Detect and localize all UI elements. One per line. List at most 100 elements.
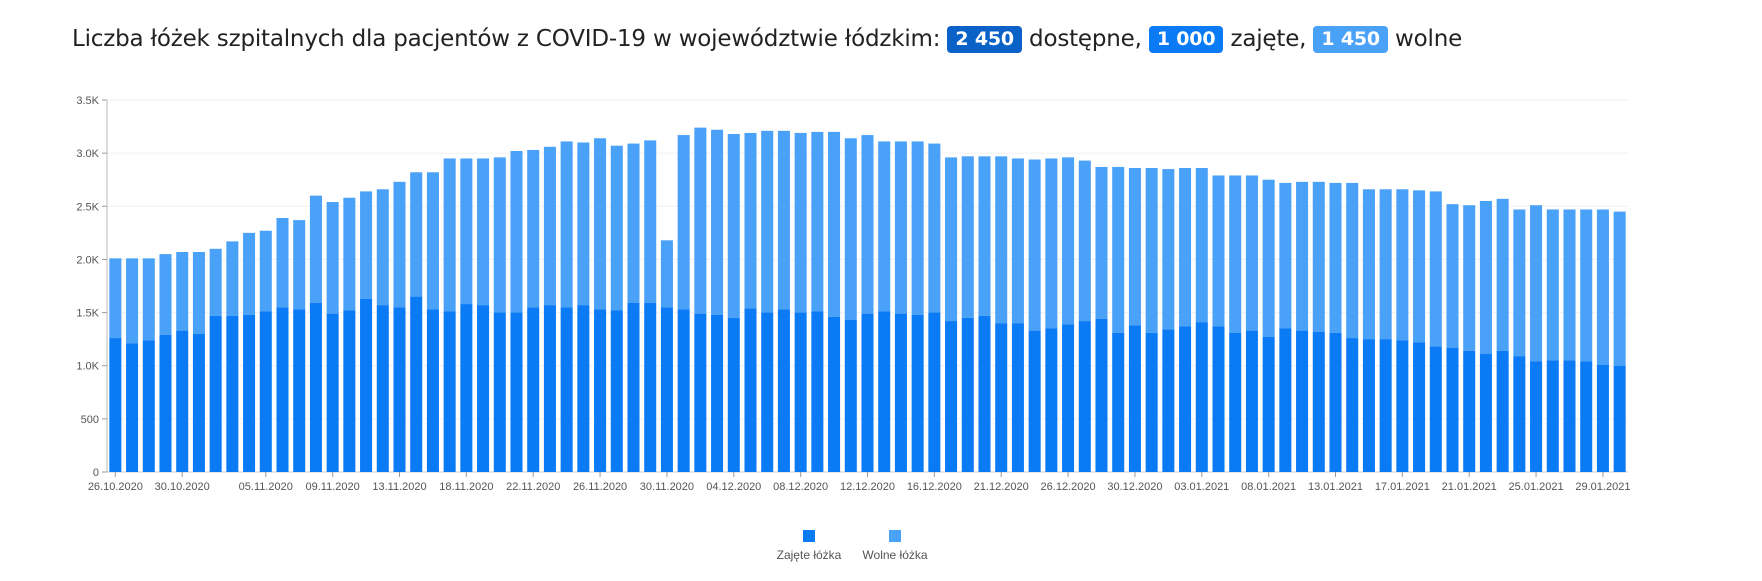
bar-free	[1513, 209, 1526, 357]
bar-free	[1095, 166, 1108, 319]
bar-free	[1296, 181, 1309, 331]
bar-free	[360, 191, 373, 299]
free-beds-badge: 1 450	[1313, 26, 1388, 53]
x-tick-label: 21.12.2020	[974, 481, 1029, 493]
bar-occupied	[426, 309, 439, 472]
bar-occupied	[243, 314, 256, 472]
y-tick-label: 2.0K	[76, 254, 99, 266]
bar-free	[1011, 158, 1024, 324]
x-tick-label: 08.01.2021	[1241, 481, 1296, 493]
bar-free	[794, 132, 807, 313]
bar-occupied	[192, 333, 205, 472]
bar-free	[828, 131, 841, 317]
bar-occupied	[1546, 360, 1559, 472]
bar-occupied	[1062, 324, 1075, 472]
bar-occupied	[1112, 332, 1125, 472]
bar-occupied	[1446, 347, 1459, 472]
bar-free	[911, 141, 924, 315]
bar-free	[978, 156, 991, 316]
bar-occupied	[894, 313, 907, 472]
title-prefix: Liczba łóżek szpitalnych dla pacjentów z…	[72, 26, 941, 52]
bar-occupied	[878, 311, 891, 472]
bar-free	[1128, 168, 1141, 326]
bar-occupied	[711, 314, 724, 472]
bar-occupied	[978, 315, 991, 472]
bar-free	[644, 140, 657, 304]
bar-free	[861, 135, 874, 314]
bar-occupied	[1095, 318, 1108, 472]
x-tick-label: 05.11.2020	[239, 481, 293, 493]
bar-occupied	[1379, 339, 1392, 472]
bar-occupied	[644, 303, 657, 472]
bar-occupied	[1028, 330, 1041, 472]
bar-occupied	[109, 338, 122, 472]
bar-occupied	[393, 307, 406, 472]
bar-occupied	[1513, 356, 1526, 472]
x-tick-label: 26.11.2020	[573, 481, 627, 493]
axes: 0 500 1.0K 1.5K 2.0K 2.5K 3.0K 3.5K 26.10.2020 30…	[76, 95, 1630, 493]
bar-occupied	[610, 310, 623, 472]
bar-occupied	[226, 315, 239, 472]
bar-free	[1379, 189, 1392, 340]
bar-free	[192, 251, 205, 334]
bar-occupied	[1145, 332, 1158, 472]
bar-free	[1112, 166, 1125, 333]
bar-free	[961, 156, 974, 318]
bar-free	[259, 230, 272, 312]
bar-occupied	[928, 312, 941, 472]
bar-free	[1162, 169, 1175, 330]
bar-occupied	[945, 321, 958, 472]
bar-occupied	[660, 307, 673, 472]
bar-occupied	[293, 309, 306, 472]
bar-free	[1262, 179, 1275, 338]
x-tick-label: 08.12.2020	[773, 481, 828, 493]
bar-occupied	[1279, 328, 1292, 472]
bar-occupied	[209, 315, 222, 472]
x-tick-label: 30.12.2020	[1107, 481, 1162, 493]
bar-occupied	[1179, 326, 1192, 472]
bar-free	[1413, 190, 1426, 343]
bar-occupied	[176, 330, 189, 472]
bar-free	[510, 151, 523, 313]
bar-free	[142, 258, 155, 341]
bar-free	[176, 251, 189, 331]
legend-label: Wolne łóżka	[862, 548, 927, 562]
x-tick-label: 30.11.2020	[640, 481, 694, 493]
bar-occupied	[1362, 339, 1375, 472]
y-tick-label: 1.0K	[76, 361, 99, 373]
legend-label: Zajęte łóżka	[777, 548, 842, 562]
bar-free	[243, 232, 256, 315]
bar-occupied	[1496, 350, 1509, 472]
bar-free	[1546, 209, 1559, 361]
bar-occupied	[1128, 325, 1141, 472]
bar-free	[1195, 168, 1208, 323]
x-tick-label: 03.01.2021	[1174, 481, 1229, 493]
bar-occupied	[1396, 340, 1409, 472]
bar-occupied	[811, 311, 824, 472]
bar-free	[527, 149, 540, 308]
bar-free	[677, 135, 690, 310]
bar-free	[1362, 189, 1375, 340]
bar-occupied	[343, 310, 356, 472]
bar-free	[393, 181, 406, 308]
bar-occupied	[1045, 328, 1058, 472]
bar-occupied	[493, 312, 506, 472]
bar-free	[1429, 191, 1442, 347]
bar-free	[1145, 168, 1158, 333]
bar-free	[276, 217, 289, 308]
bar-occupied	[995, 323, 1008, 472]
bar-free	[109, 258, 122, 339]
bar-free	[1446, 204, 1459, 348]
bar-free	[460, 158, 473, 305]
bar-free	[209, 248, 222, 316]
bar-occupied	[460, 304, 473, 472]
bar-free	[594, 138, 607, 310]
bar-occupied	[543, 305, 556, 472]
legend: Zajęte łóżka Wolne łóżka	[777, 530, 928, 562]
bar-free	[1463, 205, 1476, 351]
bar-free	[1580, 209, 1593, 362]
free-beds-label: wolne	[1395, 26, 1463, 52]
bar-free	[1045, 158, 1058, 329]
bar-occupied	[1580, 361, 1593, 472]
y-tick-label: 500	[81, 414, 99, 426]
